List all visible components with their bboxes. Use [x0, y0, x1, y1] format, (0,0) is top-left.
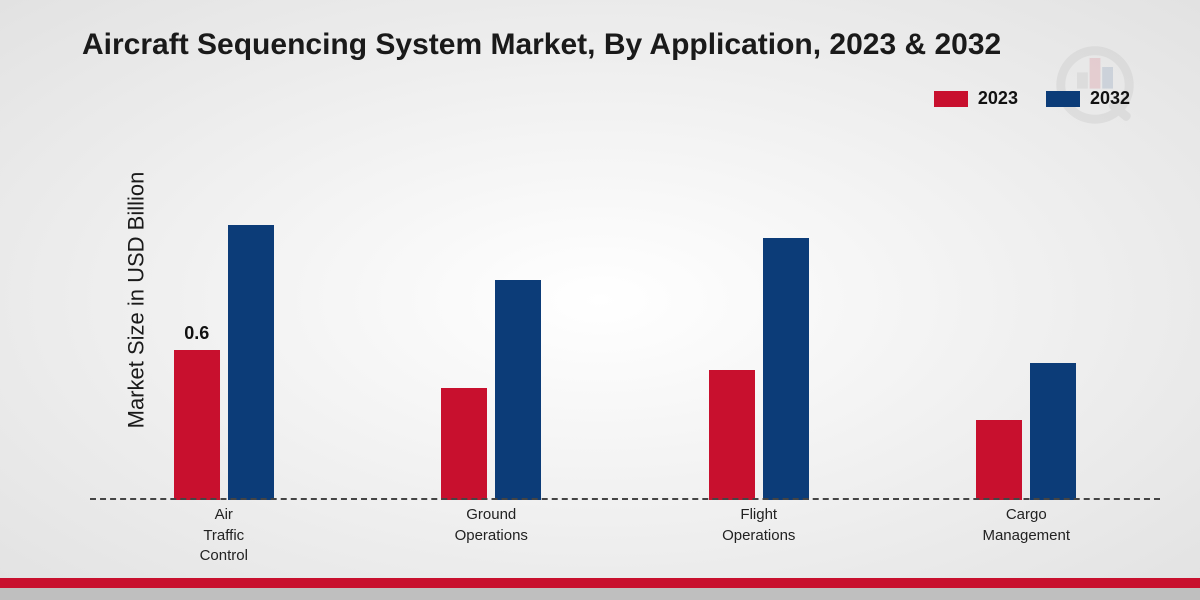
legend-label-2032: 2032: [1090, 88, 1130, 109]
bar-group: [976, 150, 1076, 500]
legend-swatch-2032: [1046, 91, 1080, 107]
baseline: [90, 498, 1160, 500]
legend-swatch-2023: [934, 91, 968, 107]
chart-title: Aircraft Sequencing System Market, By Ap…: [82, 28, 1001, 62]
bar-2032: [763, 238, 809, 501]
bar-value-label: 0.6: [184, 323, 209, 344]
x-label: FlightOperations: [699, 505, 819, 566]
bar-2023: [976, 420, 1022, 500]
legend-item-2032: 2032: [1046, 88, 1130, 109]
x-axis-labels: AirTrafficControl GroundOperations FlightO…: [90, 505, 1160, 566]
footer-bar-grey: [0, 588, 1200, 600]
x-label: AirTrafficControl: [164, 505, 284, 566]
bar-group: 0.6: [174, 150, 274, 500]
x-label: GroundOperations: [431, 505, 551, 566]
watermark-icon: [1050, 40, 1140, 130]
bar-group: [441, 150, 541, 500]
bar-group: [709, 150, 809, 500]
legend-label-2023: 2023: [978, 88, 1018, 109]
plot-area: 0.6: [90, 150, 1160, 500]
bar-2023: 0.6: [174, 350, 220, 500]
bar-2023: [441, 388, 487, 501]
bar-groups: 0.6: [90, 150, 1160, 500]
bar-2032: [228, 225, 274, 500]
legend: 2023 2032: [934, 88, 1130, 109]
footer-bar-red: [0, 578, 1200, 588]
legend-item-2023: 2023: [934, 88, 1018, 109]
x-label: CargoManagement: [966, 505, 1086, 566]
bar-2032: [495, 280, 541, 500]
bar-2023: [709, 370, 755, 500]
bar-2032: [1030, 363, 1076, 501]
